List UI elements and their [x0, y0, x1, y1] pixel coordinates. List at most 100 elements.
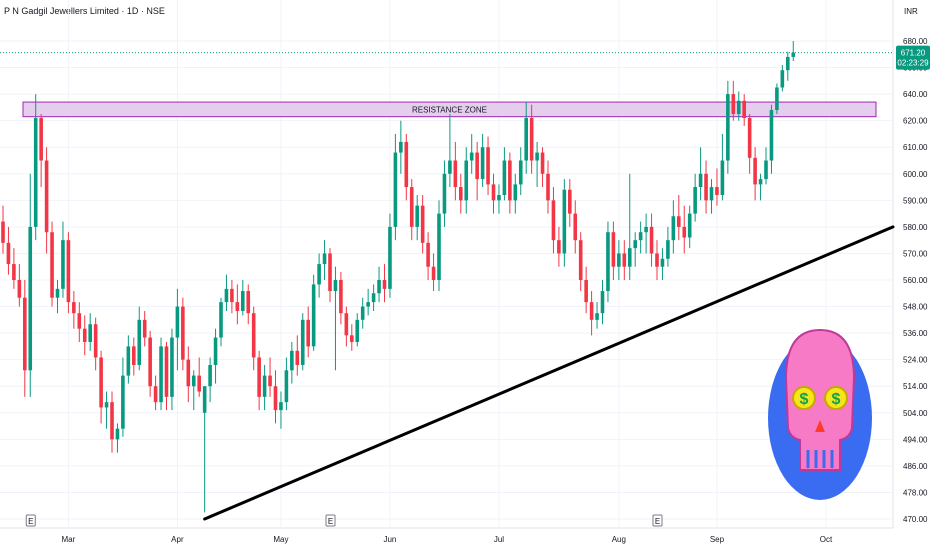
- candle-body: [786, 56, 790, 71]
- candle-up: [322, 240, 327, 280]
- candle-body: [137, 319, 142, 365]
- candle-up: [502, 147, 507, 201]
- candle-up: [666, 226, 670, 267]
- candle-up: [464, 147, 469, 214]
- candle-down: [404, 133, 409, 201]
- candle-body: [769, 110, 774, 161]
- candle-up: [159, 337, 163, 411]
- candle-up: [693, 173, 697, 222]
- candle-body: [497, 195, 501, 201]
- candle-body: [518, 160, 523, 185]
- candle-up: [671, 200, 676, 254]
- candle-body: [170, 337, 174, 397]
- candle-body: [573, 213, 578, 241]
- candle-body: [448, 160, 452, 174]
- support-trendline[interactable]: [203, 225, 895, 521]
- candle-body: [502, 160, 507, 196]
- candle-body: [72, 302, 76, 314]
- candle-down: [508, 152, 512, 214]
- candle-down: [551, 187, 556, 254]
- candle-down: [568, 179, 572, 227]
- earnings-marker[interactable]: E: [25, 514, 36, 527]
- candle-down: [12, 248, 16, 289]
- candle-up: [497, 184, 501, 214]
- candle-body: [224, 288, 229, 303]
- candle-down: [426, 232, 430, 280]
- candle-up: [224, 274, 229, 311]
- candle-down: [17, 264, 22, 307]
- candle-body: [775, 87, 779, 111]
- candle-body: [546, 173, 550, 201]
- candle-up: [600, 280, 605, 325]
- candle-down: [197, 357, 201, 397]
- candle-up: [55, 280, 60, 314]
- candle-up: [208, 357, 212, 403]
- candle-body: [235, 302, 240, 311]
- candle-body: [693, 187, 697, 214]
- candle-body: [535, 152, 539, 161]
- candle-body: [404, 141, 409, 188]
- candle-down: [731, 80, 736, 121]
- candle-body: [82, 328, 87, 342]
- candle-body: [350, 335, 354, 342]
- price-tick-label: 640.00: [903, 90, 928, 99]
- candle-body: [715, 187, 719, 196]
- candle-up: [791, 41, 796, 61]
- candle-body: [219, 302, 223, 338]
- currency-label: INR: [904, 7, 918, 16]
- candle-body: [153, 386, 158, 403]
- candle-up: [300, 313, 305, 371]
- candle-down: [93, 317, 98, 371]
- dollar-sign-left-icon: $: [800, 391, 809, 408]
- candle-up: [698, 147, 703, 201]
- candle-down: [459, 173, 463, 214]
- candle-up: [720, 133, 725, 201]
- candle-body: [99, 357, 103, 408]
- time-tick-label: Apr: [171, 535, 184, 544]
- earnings-marker[interactable]: E: [652, 514, 663, 527]
- candle-down: [409, 179, 414, 241]
- last-price-badge: [896, 45, 930, 70]
- candle-up: [115, 423, 120, 453]
- candle-down: [246, 284, 251, 325]
- candle-body: [371, 293, 376, 303]
- candle-body: [442, 173, 447, 214]
- candle-up: [448, 114, 452, 188]
- candle-up: [191, 370, 196, 411]
- time-tick-label: Jun: [383, 535, 396, 544]
- candle-down: [66, 232, 71, 314]
- candle-body: [339, 280, 343, 314]
- candle-body: [720, 160, 725, 196]
- candle-up: [262, 364, 267, 411]
- candle-body: [104, 402, 109, 408]
- earnings-marker[interactable]: E: [325, 514, 336, 527]
- time-tick-label: Oct: [820, 535, 833, 544]
- candle-body: [469, 152, 474, 161]
- candle-body: [540, 152, 545, 174]
- candle-up: [480, 133, 485, 188]
- candle-body: [181, 306, 185, 360]
- candle-down: [77, 302, 82, 342]
- skull-head: [784, 328, 856, 471]
- candle-down: [257, 350, 261, 411]
- candle-body: [486, 147, 490, 185]
- candle-down: [557, 226, 561, 267]
- candle-body: [121, 375, 125, 429]
- candle-up: [121, 357, 125, 437]
- price-tick-label: 548.00: [903, 303, 928, 312]
- candle-up: [399, 120, 403, 174]
- candle-body: [753, 157, 757, 185]
- candle-up: [617, 240, 621, 280]
- candle-body: [241, 291, 245, 311]
- price-tick-label: 590.00: [903, 196, 928, 205]
- candle-body: [257, 357, 261, 397]
- candle-body: [246, 291, 251, 314]
- candle-down: [99, 350, 103, 424]
- candle-body: [382, 280, 387, 289]
- candle-up: [28, 173, 33, 397]
- candle-down: [655, 240, 659, 280]
- candle-up: [366, 288, 370, 316]
